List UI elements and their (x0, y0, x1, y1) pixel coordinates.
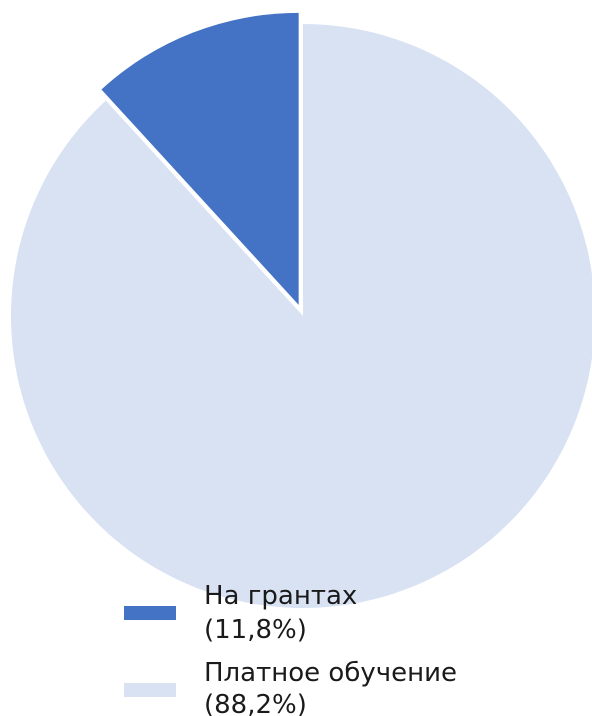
legend: На грантах (11,8%) Платное обучение (88,… (124, 581, 457, 716)
pie-slice-paid (11, 24, 592, 608)
legend-item-grants: На грантах (11,8%) (124, 581, 357, 645)
legend-swatch-paid (124, 683, 176, 697)
legend-label-paid: Платное обучение (204, 658, 457, 688)
legend-swatch-grants (124, 606, 176, 620)
legend-item-paid: Платное обучение (88,2%) (124, 658, 457, 716)
legend-pct-grants: (11,8%) (204, 615, 307, 645)
legend-label-grants: На грантах (204, 581, 357, 611)
legend-pct-paid: (88,2%) (204, 690, 307, 716)
pie-slice-grants (101, 12, 299, 305)
pie-slices (11, 12, 592, 608)
